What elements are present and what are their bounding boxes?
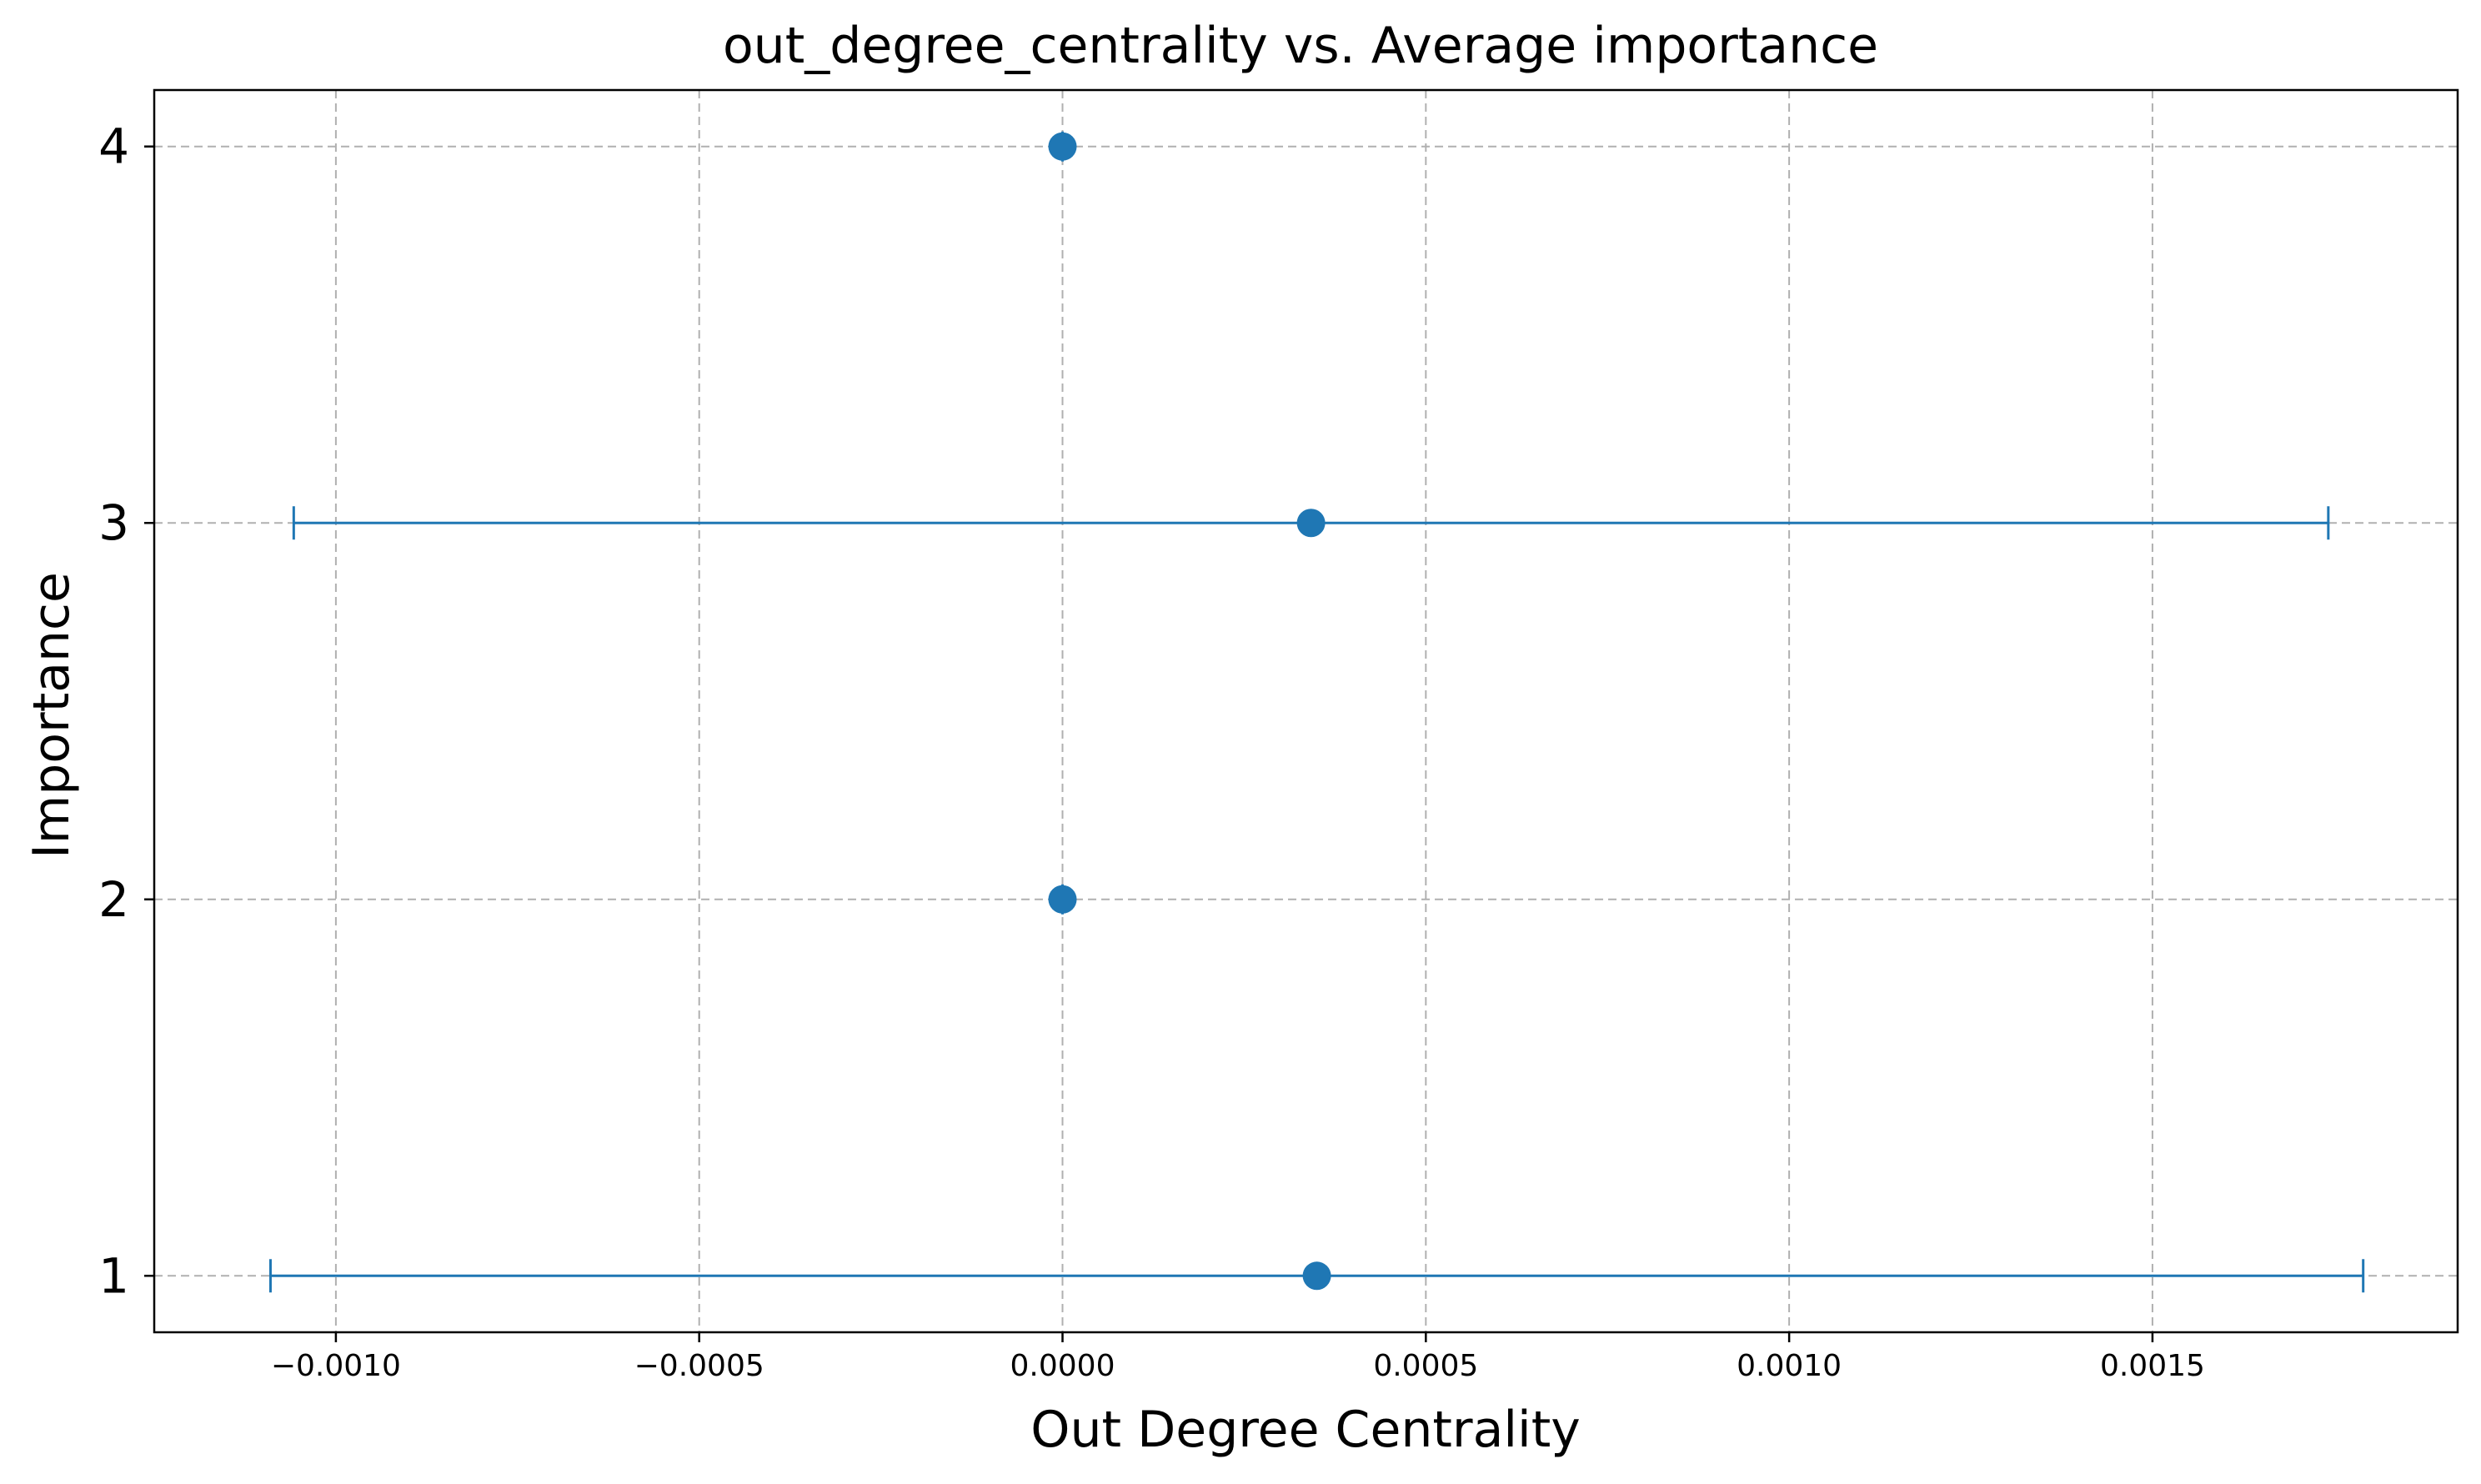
data-point-1	[1303, 1261, 1331, 1290]
data-point-3	[1297, 509, 1326, 537]
data-point-2	[1049, 885, 1077, 914]
x-tick-label: 0.0000	[1010, 1349, 1115, 1383]
x-tick-label: −0.0010	[271, 1349, 401, 1383]
x-axis-title: Out Degree Centrality	[1030, 1401, 1580, 1459]
y-tick-label: 1	[98, 1247, 129, 1304]
y-axis-title: Importance	[23, 572, 81, 859]
y-tick-label: 3	[98, 494, 129, 551]
chart-title: out_degree_centrality vs. Average import…	[723, 17, 1878, 75]
x-tick-label: 0.0005	[1373, 1349, 1478, 1383]
y-tick-label: 4	[98, 118, 129, 175]
x-tick-label: 0.0015	[2100, 1349, 2205, 1383]
x-tick-label: −0.0005	[634, 1349, 764, 1383]
data-point-4	[1049, 133, 1077, 161]
x-tick-label: 0.0010	[1737, 1349, 1842, 1383]
y-tick-label: 2	[98, 871, 129, 928]
